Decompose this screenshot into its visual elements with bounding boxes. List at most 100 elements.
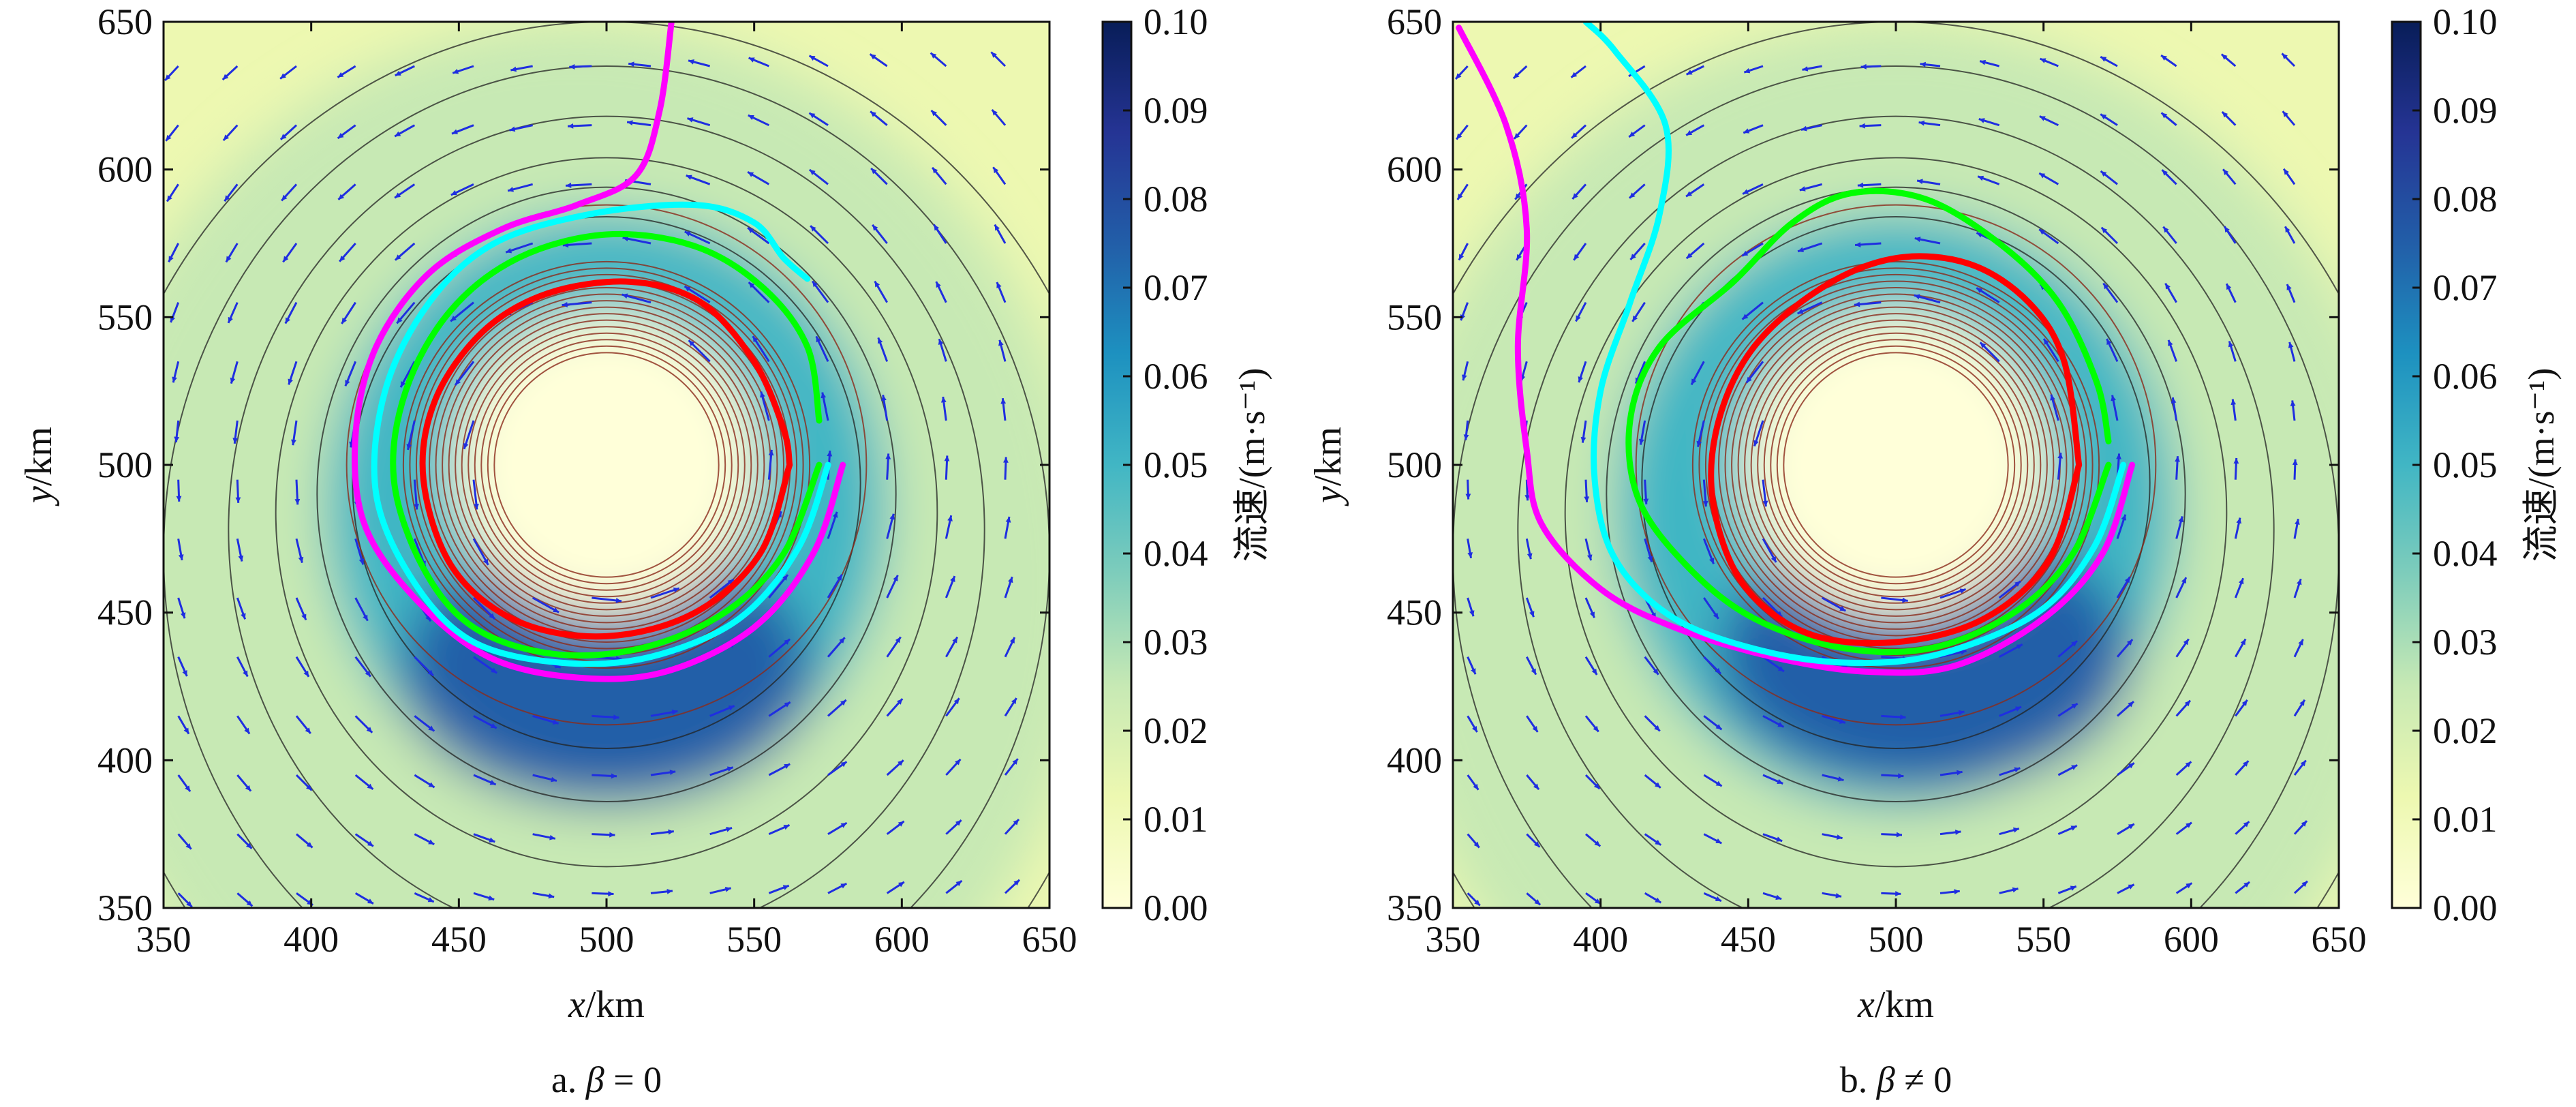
y-tick-label: 550 — [1387, 297, 1442, 337]
vortex-contour — [1776, 345, 2016, 585]
y-tick-label: 600 — [1387, 149, 1442, 190]
x-axis-label: x/km — [1857, 984, 1934, 1026]
colorbar-tick-label: 0.06 — [2433, 356, 2498, 397]
vortex-contour — [1744, 313, 2048, 617]
vortex-contour — [467, 326, 746, 604]
colorbar-tick-label: 0.09 — [1144, 90, 1208, 131]
track-line-2 — [371, 201, 831, 667]
x-tick-label: 600 — [874, 919, 930, 960]
vortex-contour — [1724, 293, 2068, 637]
x-axis-label: x/km — [568, 984, 645, 1026]
y-tick-label: 650 — [97, 1, 153, 42]
vortex-contour — [402, 260, 811, 669]
colorbar-tick-label: 0.03 — [1144, 622, 1208, 663]
track-line-1 — [1456, 25, 2136, 676]
x-tick-label: 500 — [1869, 919, 1924, 960]
colorbar-tick-label: 0.08 — [2433, 179, 2498, 219]
speed-contour — [1606, 186, 2186, 802]
speed-contour — [1517, 115, 2275, 908]
speed-contour — [164, 65, 1049, 908]
speed-contour — [352, 216, 861, 749]
colorbar-tick-label: 0.00 — [1144, 888, 1208, 928]
vortex-contour — [461, 319, 752, 611]
y-tick-label: 400 — [1387, 740, 1442, 780]
y-tick-label: 550 — [97, 297, 153, 337]
colorbar-tick-label: 0.10 — [1144, 1, 1208, 42]
vortex-contour — [1635, 204, 2157, 726]
vortex-contour — [346, 204, 868, 726]
vortex-contour — [1704, 273, 2087, 656]
speed-contour — [275, 157, 938, 868]
colorbar: 0.00 0.01 0.02 0.03 0.04 0.05 0.06 0.07 0.08 0.09… — [1101, 1, 1272, 928]
colorbar-tick-label: 0.10 — [2433, 1, 2498, 42]
vortex-contour — [1783, 352, 2009, 578]
track-line-4 — [1708, 253, 2083, 647]
colorbar-tick-label: 0.04 — [1144, 533, 1208, 574]
colorbar-label: 流速/(m·s⁻¹) — [2521, 368, 2562, 562]
colorbar-tick-label: 0.01 — [1144, 799, 1208, 840]
y-tick-label: 600 — [97, 149, 153, 190]
vortex-contour — [480, 339, 733, 591]
y-tick-label: 450 — [1387, 592, 1442, 633]
x-tick-label: 500 — [579, 919, 634, 960]
panel-caption: a. β = 0 — [551, 1059, 662, 1100]
x-tick-label: 350 — [136, 919, 191, 960]
colorbar-label: 流速/(m·s⁻¹) — [1231, 368, 1272, 562]
x-tick-label: 600 — [2164, 919, 2219, 960]
colorbar-tick-label: 0.01 — [2433, 799, 2498, 840]
colorbar-tick-label: 0.00 — [2433, 888, 2498, 928]
vortex-contour — [487, 345, 726, 585]
colorbar-tick-label: 0.02 — [1144, 710, 1208, 751]
y-tick-label: 500 — [97, 444, 153, 485]
vortex-contour — [1757, 326, 2035, 604]
colorbar-tick-label: 0.07 — [2433, 267, 2498, 308]
track-line-4 — [419, 278, 793, 640]
speed-contour — [1564, 157, 2228, 868]
vortex-contour — [1750, 319, 2042, 611]
vortex-contour — [1691, 260, 2100, 669]
colorbar-tick-label: 0.04 — [2433, 533, 2498, 574]
y-tick-label: 500 — [1387, 444, 1442, 485]
x-tick-label: 450 — [1721, 919, 1776, 960]
x-tick-label: 400 — [1573, 919, 1628, 960]
y-tick-label: 350 — [97, 888, 153, 928]
speed-contour — [228, 115, 985, 908]
vortex-contour — [1763, 332, 2029, 598]
track-line-1 — [351, 22, 846, 682]
panel-b: 350 400 450 500 550 600 650 350 400 450 500 550 600 6… — [1307, 1, 2562, 1100]
y-tick-label: 450 — [97, 592, 153, 633]
vortex-contour — [1770, 339, 2022, 591]
vortex-contour — [474, 332, 739, 598]
colorbar-tick-label: 0.03 — [2433, 622, 2498, 663]
x-tick-label: 650 — [1022, 919, 1077, 960]
panel-caption: b. β ≠ 0 — [1840, 1059, 1952, 1100]
flow-speed-field — [164, 22, 1049, 908]
colorbar: 0.00 0.01 0.02 0.03 0.04 0.05 0.06 0.07 0.08 0.09… — [2391, 1, 2562, 928]
y-axis-label: y/km — [1307, 427, 1349, 506]
x-tick-label: 550 — [2016, 919, 2071, 960]
vortex-contour — [493, 352, 720, 578]
x-tick-label: 550 — [726, 919, 782, 960]
y-tick-label: 400 — [97, 740, 153, 780]
speed-contour — [1453, 65, 2339, 908]
vortex-contour — [448, 306, 765, 624]
vortex-contour — [1737, 306, 2055, 624]
panel-a: 350 400 450 500 550 600 650 350 400 450 500 550 600 6… — [18, 1, 1272, 1100]
track-line-3 — [1625, 187, 2112, 656]
vortex-contour — [455, 313, 758, 617]
speed-contour — [316, 186, 897, 802]
colorbar-tick-label: 0.05 — [1144, 444, 1208, 485]
colorbar-tick-label: 0.05 — [2433, 444, 2498, 485]
track-line-2 — [1582, 22, 2127, 666]
x-tick-label: 650 — [2312, 919, 2367, 960]
x-tick-label: 400 — [283, 919, 339, 960]
flow-speed-field — [1453, 22, 2339, 908]
vortex-contour — [429, 287, 784, 643]
speed-contour — [1641, 216, 2151, 749]
x-tick-label: 450 — [431, 919, 487, 960]
colorbar-tick-label: 0.09 — [2433, 90, 2498, 131]
track-line-3 — [390, 230, 823, 659]
x-tick-label: 350 — [1426, 919, 1481, 960]
colorbar-tick-label: 0.08 — [1144, 179, 1208, 219]
